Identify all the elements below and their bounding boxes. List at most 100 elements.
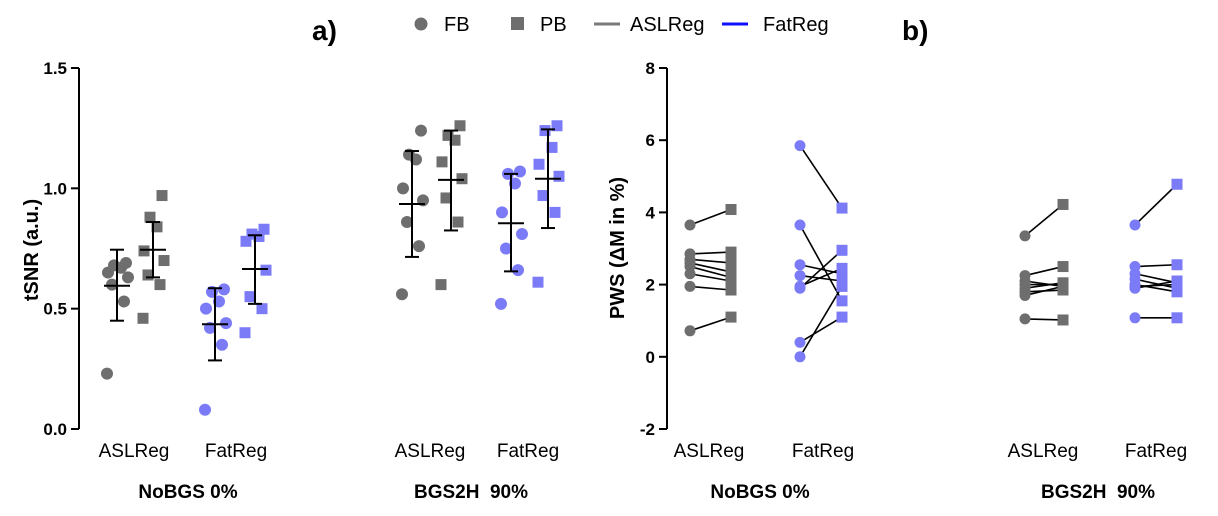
chart-b-pair-line [1024, 282, 1064, 290]
chart-a-point-fb [516, 228, 528, 241]
chart-a-point-fb [512, 264, 524, 277]
chart-a-point-pb [546, 141, 558, 153]
chart-b-pair-line [1024, 280, 1064, 288]
chart-b-y-axis-title: PWS (ΔM in %) [607, 177, 629, 319]
chart-b-point-fb [1019, 313, 1031, 325]
chart-b-y-ticks: -2 0 2 4 6 8 [640, 59, 667, 439]
chart-b-point-pb [1057, 261, 1069, 273]
chart-a-y-tick-label: 0.5 [43, 300, 67, 319]
chart-b-point-fb [794, 282, 806, 294]
chart-b: PWS (ΔM in %) -2 0 2 4 6 8 ASLReg FatReg ASLR… [607, 59, 1187, 503]
chart-a-group-bgs: BGS2H 90% [414, 482, 528, 503]
chart-b-pair-line [1134, 183, 1178, 226]
chart-b-point-fb [1129, 312, 1141, 324]
chart-a-xtick-fatreg-bgs: FatReg [497, 441, 559, 462]
chart-a-point-pb [156, 190, 168, 202]
chart-b-pair-line [1024, 318, 1064, 321]
chart-a: tSNR (a.u.) 0.0 0.5 1.0 1.5 ASLReg FatReg A… [21, 59, 565, 503]
chart-a-point-pb [436, 156, 448, 168]
chart-a-point-fb [496, 206, 508, 219]
chart-b-pair-line [799, 285, 843, 358]
chart-b-pair-line [799, 145, 843, 209]
legend-fb-marker [414, 17, 428, 31]
chart-a-xtick-fatreg-nobgs: FatReg [205, 441, 267, 462]
chart-b-y-tick-label: 6 [646, 131, 655, 150]
chart-b-point-fb [684, 219, 696, 231]
chart-a-point-pb [537, 190, 549, 202]
chart-b-group-nobgs: NoBGS 0% [710, 482, 809, 503]
chart-b-y-tick-label: 0 [646, 348, 655, 367]
chart-b-pair-line [1134, 280, 1178, 289]
chart-a-point-pb [449, 134, 461, 146]
chart-a-point-fb [216, 338, 228, 351]
chart-a-point-pb [239, 327, 251, 339]
chart-b-point-pb [836, 244, 848, 256]
chart-a-point-pb [532, 276, 544, 288]
chart-b-point-pb [1171, 259, 1183, 271]
chart-b-point-pb [1171, 286, 1183, 298]
chart-a-point-pb [551, 120, 563, 132]
chart-a-point-fb [415, 124, 427, 137]
chart-b-y-tick-label: 4 [646, 203, 656, 222]
chart-b-point-fb [684, 325, 696, 337]
chart-b-pair-line [1134, 263, 1178, 268]
chart-a-xtick-aslreg-bgs: ASLReg [395, 441, 466, 462]
chart-b-point-fb [794, 259, 806, 271]
chart-b-point-pb [725, 311, 737, 323]
chart-b-point-pb [725, 204, 737, 216]
chart-b-point-fb [794, 140, 806, 152]
chart-b-point-pb [725, 246, 737, 258]
chart-b-pair-line [1134, 278, 1178, 289]
chart-a-y-tick-label: 0.0 [43, 420, 67, 439]
chart-b-point-fb [684, 280, 696, 292]
chart-b-point-pb [836, 280, 848, 292]
chart-a-point-pb [142, 269, 154, 281]
chart-a-point-fb [101, 367, 113, 380]
chart-b-pair-line [799, 267, 843, 288]
chart-a-point-pb [442, 129, 454, 141]
chart-b-pair-line [799, 316, 843, 344]
legend-aslreg-label: ASLReg [630, 14, 705, 36]
chart-b-point-fb [1019, 289, 1031, 301]
chart-b-pair-line [1024, 285, 1064, 297]
chart-a-point-fb [413, 240, 425, 253]
panel-a-label: a) [312, 15, 337, 46]
chart-b-point-pb [836, 295, 848, 307]
chart-b-pair-line [1024, 265, 1064, 277]
legend-fb-label: FB [444, 14, 470, 36]
chart-a-point-pb [454, 120, 466, 132]
chart-b-group-bgs: BGS2H 90% [1041, 482, 1155, 503]
chart-a-y-axis-title: tSNR (a.u.) [21, 199, 43, 301]
chart-a-point-pb [553, 170, 565, 182]
chart-b-pair-line [689, 251, 732, 255]
chart-a-point-pb [256, 303, 268, 315]
chart-b-point-pb [836, 311, 848, 323]
chart-b-pair-line [689, 258, 732, 264]
chart-a-point-fb [122, 271, 134, 284]
chart-b-point-pb [836, 262, 848, 274]
chart-a-point-fb [514, 165, 526, 178]
chart-b-point-fb [684, 268, 696, 280]
chart-b-pair-line [799, 224, 843, 302]
chart-b-point-pb [1171, 275, 1183, 287]
chart-b-point-fb [794, 219, 806, 231]
chart-b-y-tick-label: 2 [646, 276, 655, 295]
chart-b-point-pb [1171, 178, 1183, 190]
chart-b-plot-area [684, 140, 1183, 363]
chart-b-pair-line [799, 249, 843, 289]
chart-b-pair-line [689, 208, 732, 226]
chart-b-point-pb [1057, 280, 1069, 292]
chart-a-point-fb [118, 295, 130, 308]
chart-b-point-fb [1129, 282, 1141, 294]
chart-b-pair-line [689, 285, 732, 291]
chart-a-point-pb [435, 279, 447, 291]
chart-b-pair-line [689, 272, 732, 282]
chart-a-point-fb [120, 256, 132, 269]
chart-a-plot-area [101, 120, 565, 416]
legend-pb-marker [511, 17, 524, 30]
chart-a-point-pb [253, 230, 265, 242]
chart-b-point-fb [794, 336, 806, 348]
chart-a-y-tick-label: 1.0 [43, 179, 67, 198]
chart-a-point-fb [220, 317, 232, 330]
